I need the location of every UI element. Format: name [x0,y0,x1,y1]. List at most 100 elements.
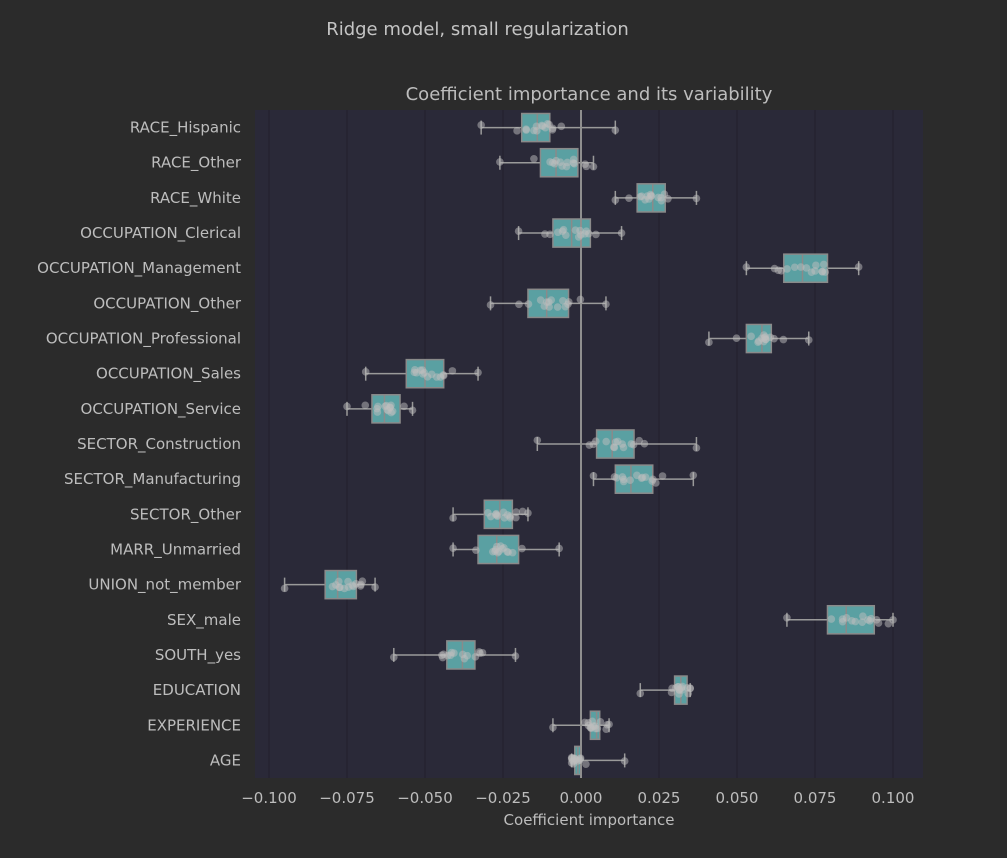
strip-point [596,718,605,726]
y-tick-label: OCCUPATION_Other [93,294,241,313]
strip-point [280,584,289,593]
strip-point [611,438,620,446]
strip-point [576,226,584,235]
strip-point [538,122,547,131]
strip-point [563,158,572,167]
strip-point [449,544,457,552]
strip-point [533,436,542,445]
x-tick-label: −0.100 [241,789,297,807]
y-tick-label: MARR_Unmarried [110,540,241,559]
strip-point [436,373,445,381]
strip-point [783,265,791,273]
strip-point [626,476,634,485]
x-axis-label: Coefficient importance [504,811,675,829]
strip-point [524,300,533,308]
strip-point [582,227,591,235]
x-tick-label: −0.075 [319,789,375,807]
strip-point [495,547,503,556]
strip-point [486,301,495,309]
strip-point [448,367,457,375]
strip-point [533,127,541,135]
strip-point [549,723,557,732]
strip-point [584,721,593,730]
strip-point [545,298,553,306]
strip-point [511,652,520,660]
y-tick-label: SOUTH_yes [155,646,241,665]
strip-point [387,401,395,410]
y-tick-label: RACE_White [150,189,241,208]
strip-point [371,583,379,591]
x-tick-label: 0.075 [794,789,837,807]
y-tick-label: SEX_male [167,611,241,630]
strip-points [280,119,897,769]
strip-point [593,724,602,733]
strip-point [518,507,527,516]
strip-point [515,300,523,309]
strip-point [522,125,530,133]
strip-point [611,126,620,134]
y-tick-label: OCCUPATION_Service [81,400,241,419]
strip-point [610,473,619,481]
strip-point [555,544,563,553]
strip-point [576,295,585,304]
strip-point [770,264,779,273]
strip-point [548,158,557,167]
y-tick-label: OCCUPATION_Sales [96,365,241,384]
strip-point [617,229,626,237]
strip-point [536,296,545,304]
strip-point [732,334,741,342]
strip-point [564,300,572,308]
strip-point [754,338,762,347]
strip-point [648,477,656,485]
y-tick-label: OCCUPATION_Professional [46,330,241,349]
strip-point [636,192,645,201]
strip-point [373,404,381,413]
strip-point [548,124,557,133]
strip-point [581,160,589,169]
strip-point [618,440,627,448]
strip-point [569,159,578,167]
y-axis-ticks: RACE_Hispanic RACE_Other RACE_White OCCUPAT… [37,119,242,770]
strip-point [602,437,610,446]
x-tick-label: 0.100 [872,789,915,807]
strip-point [553,303,562,311]
strip-point [692,444,701,452]
strip-point [477,121,485,129]
strip-point [807,268,816,276]
strip-point [471,653,480,661]
strip-point [328,582,337,591]
y-tick-label: OCCUPATION_Management [37,259,241,278]
strip-point [439,650,448,659]
strip-point [541,230,549,238]
strip-point [654,193,662,202]
y-tick-label: OCCUPATION_Clerical [80,224,241,243]
strip-point [361,368,370,376]
strip-point [585,441,594,449]
strip-point [692,194,701,203]
strip-point [410,368,419,377]
strip-point [592,230,600,239]
strip-point [496,158,504,166]
strip-point [493,511,501,520]
strip-point [530,154,538,163]
strip-point [408,406,417,415]
strip-point [884,619,893,628]
strip-point [514,227,523,235]
strip-point [867,614,875,623]
strip-point [611,196,620,204]
y-tick-label: EXPERIENCE [147,716,241,734]
strip-point [827,615,836,623]
strip-point [348,581,357,590]
strip-point [343,402,351,411]
y-tick-label: UNION_not_member [88,576,241,595]
strip-point [458,650,467,659]
strip-point [804,336,813,344]
y-tick-label: SECTOR_Other [130,505,242,524]
strip-point [556,158,565,167]
strip-point [747,332,755,341]
strip-point [838,617,847,626]
x-tick-label: 0.025 [638,789,681,807]
strip-point [705,338,713,347]
strip-point [686,684,694,693]
